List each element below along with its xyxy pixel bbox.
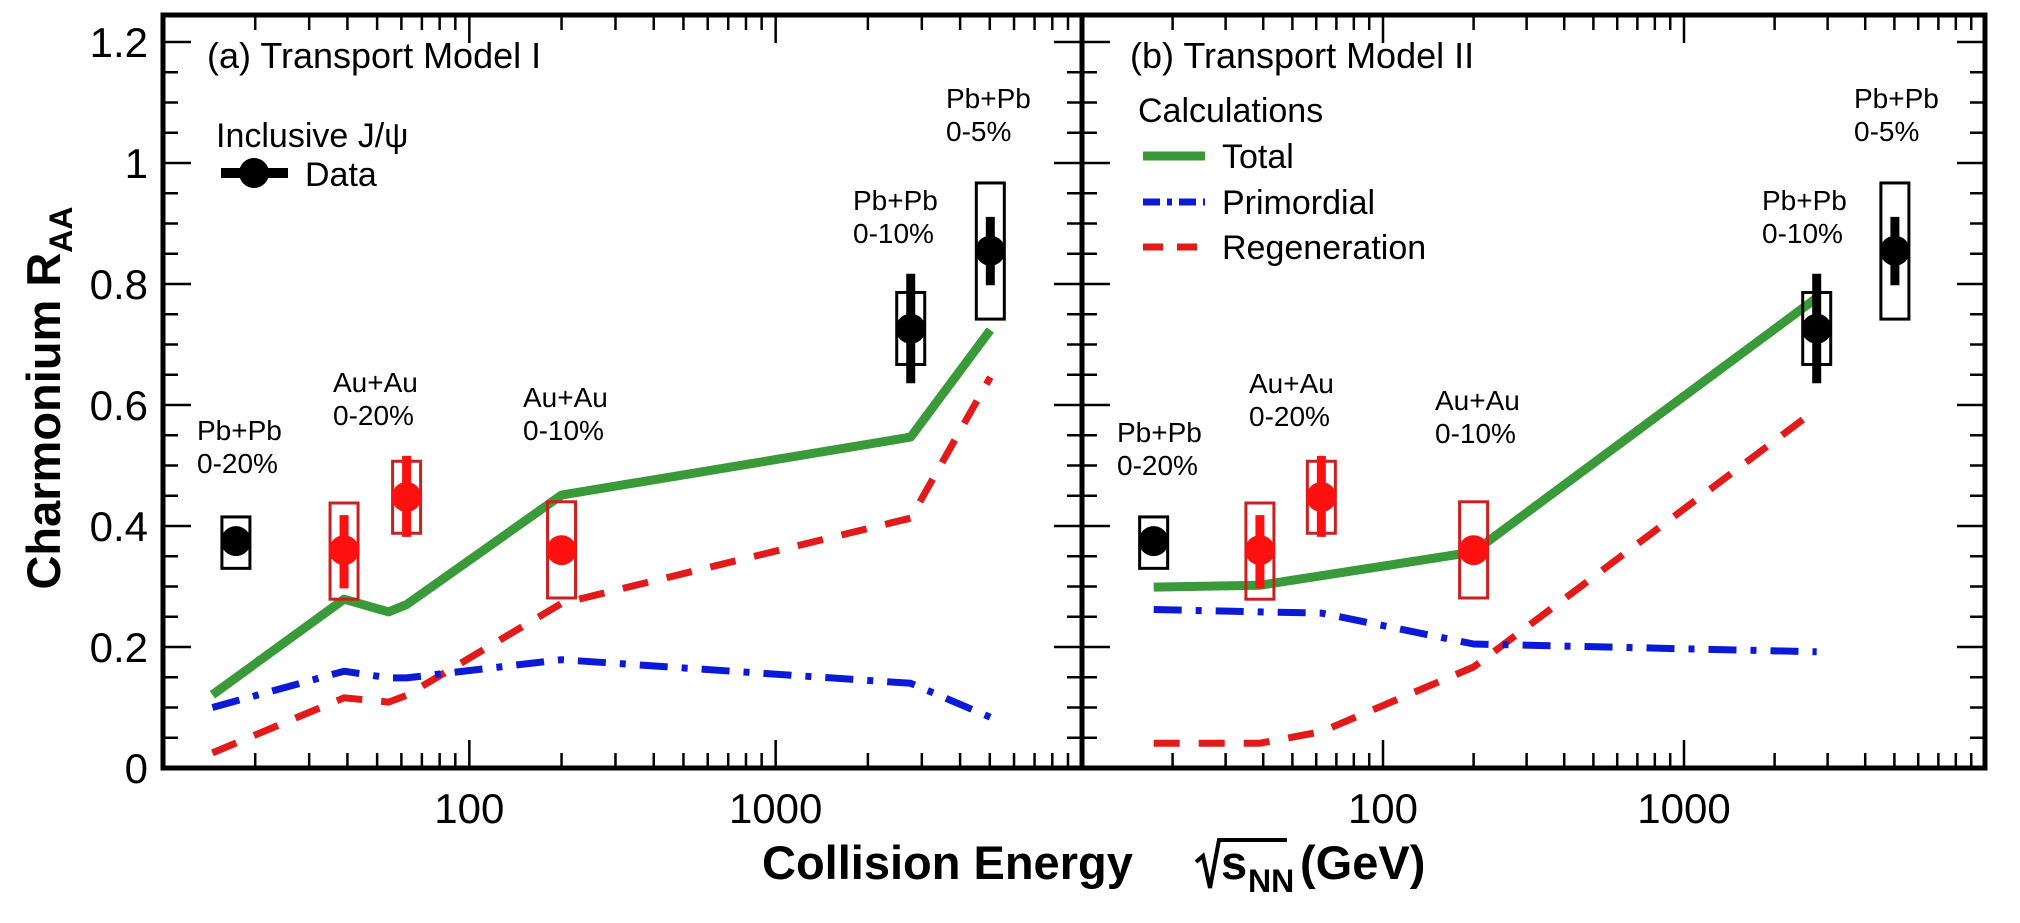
collision-system-label: Pb+Pb 0-10%	[853, 185, 938, 249]
curves-panel-b	[1153, 294, 1820, 747]
data-point	[220, 515, 252, 570]
data-marker	[1306, 481, 1337, 512]
y-tick-label: 0	[125, 745, 148, 792]
centrality: 0-20%	[197, 448, 278, 479]
legend-data-marker-icon	[239, 158, 269, 188]
x-axis-title-sub: NN	[1248, 863, 1294, 899]
system-name: Pb+Pb	[853, 185, 938, 216]
collision-system-label: Au+Au 0-10%	[1435, 385, 1520, 449]
legend-entry-label: Data	[305, 156, 377, 194]
system-name: Pb+Pb	[946, 83, 1031, 114]
centrality: 0-10%	[1435, 418, 1516, 449]
collision-system-label: Pb+Pb 0-10%	[1762, 185, 1847, 249]
collision-system-label: Au+Au 0-20%	[1249, 368, 1334, 432]
system-name: Au+Au	[1249, 368, 1334, 399]
x-axis-title-main: Collision Energy	[762, 836, 1133, 889]
series-total-line	[1153, 294, 1820, 592]
collision-system-label: Pb+Pb 0-20%	[1117, 417, 1202, 481]
centrality: 0-5%	[946, 116, 1011, 147]
system-name: Au+Au	[523, 382, 608, 413]
collision-system-label: Au+Au 0-10%	[523, 382, 608, 446]
centrality: 0-10%	[853, 218, 934, 249]
data-point	[391, 455, 423, 537]
x-axis-title: Collision Energy s NN (GeV)	[762, 836, 1425, 899]
x-tick-label: 100	[434, 785, 504, 832]
data-marker	[329, 535, 360, 566]
legend-panel-b: Calculations Total Primordial Regeneration	[1138, 92, 1426, 267]
data-point	[1138, 515, 1170, 570]
system-name: Au+Au	[333, 367, 418, 398]
y-tick-label: 0.6	[90, 382, 148, 429]
y-axis-title-main: Charmonium R	[17, 253, 70, 590]
y-axis-tick-labels: 0 0.2 0.4 0.6 0.8 1 1.2	[90, 19, 148, 792]
data-marker	[1138, 526, 1169, 557]
system-name: Pb+Pb	[1117, 417, 1202, 448]
collision-system-label: Pb+Pb 0-20%	[197, 415, 282, 479]
data-marker	[1879, 235, 1910, 266]
x-tick-label: 1000	[1637, 785, 1730, 832]
series-primordial-line	[211, 656, 992, 721]
y-tick-label: 0.4	[90, 503, 148, 550]
collision-system-label: Pb+Pb 0-5%	[946, 83, 1031, 147]
y-tick-label: 1.2	[90, 19, 148, 66]
y-tick-label: 0.8	[90, 261, 148, 308]
data-point	[1305, 455, 1337, 537]
data-marker	[220, 526, 251, 557]
data-point	[1458, 500, 1490, 600]
panel-title-b: (b) Transport Model II	[1130, 35, 1474, 76]
centrality: 0-10%	[1762, 218, 1843, 249]
data-marker	[546, 535, 577, 566]
legend-entry-label: Primordial	[1222, 184, 1375, 222]
x-axis-title-unit: (GeV)	[1300, 836, 1425, 889]
data-marker	[1458, 535, 1489, 566]
system-name: Pb+Pb	[197, 415, 282, 446]
y-tick-label: 1	[125, 140, 148, 187]
centrality: 0-20%	[333, 400, 414, 431]
data-point	[328, 501, 360, 601]
centrality: 0-20%	[1249, 401, 1330, 432]
system-name: Pb+Pb	[1762, 185, 1847, 216]
data-point	[1879, 181, 1911, 321]
series-primordial-line	[1153, 606, 1817, 656]
data-marker	[975, 235, 1006, 266]
data-point	[1244, 501, 1276, 601]
frame	[160, 12, 1988, 771]
data-points-panel-a	[220, 181, 1006, 601]
y-axis-title-sub: AA	[43, 206, 79, 252]
series-regeneration-line	[211, 375, 994, 757]
legend-entry-label: Total	[1222, 138, 1294, 176]
data-marker	[895, 313, 926, 344]
x-tick-label: 100	[1348, 785, 1418, 832]
legend-entry-label: Regeneration	[1222, 229, 1426, 267]
y-axis-title: Charmonium RAA	[17, 206, 79, 589]
data-point	[974, 181, 1006, 321]
data-marker	[391, 481, 422, 512]
data-point	[1801, 273, 1833, 384]
x-axis-title-var: s	[1221, 836, 1247, 889]
data-marker	[1801, 313, 1832, 344]
legend-header: Inclusive J/ψ	[216, 117, 408, 155]
system-name: Pb+Pb	[1854, 83, 1939, 114]
collision-system-label: Pb+Pb 0-5%	[1854, 83, 1939, 147]
y-tick-label: 0.2	[90, 624, 148, 671]
centrality: 0-5%	[1854, 116, 1919, 147]
system-name: Au+Au	[1435, 385, 1520, 416]
plot-frame	[160, 12, 1988, 771]
legend-header: Calculations	[1138, 92, 1323, 130]
sqrt-symbol	[1194, 838, 1287, 889]
data-marker	[1244, 535, 1275, 566]
centrality: 0-10%	[523, 415, 604, 446]
series-regeneration-line	[1153, 406, 1819, 747]
data-point	[546, 500, 578, 600]
panel-title-a: (a) Transport Model I	[207, 35, 541, 76]
centrality: 0-20%	[1117, 450, 1198, 481]
data-point	[895, 273, 927, 384]
x-tick-label: 1000	[729, 785, 822, 832]
data-points-panel-b	[1138, 181, 1911, 601]
collision-system-label: Au+Au 0-20%	[333, 367, 418, 431]
